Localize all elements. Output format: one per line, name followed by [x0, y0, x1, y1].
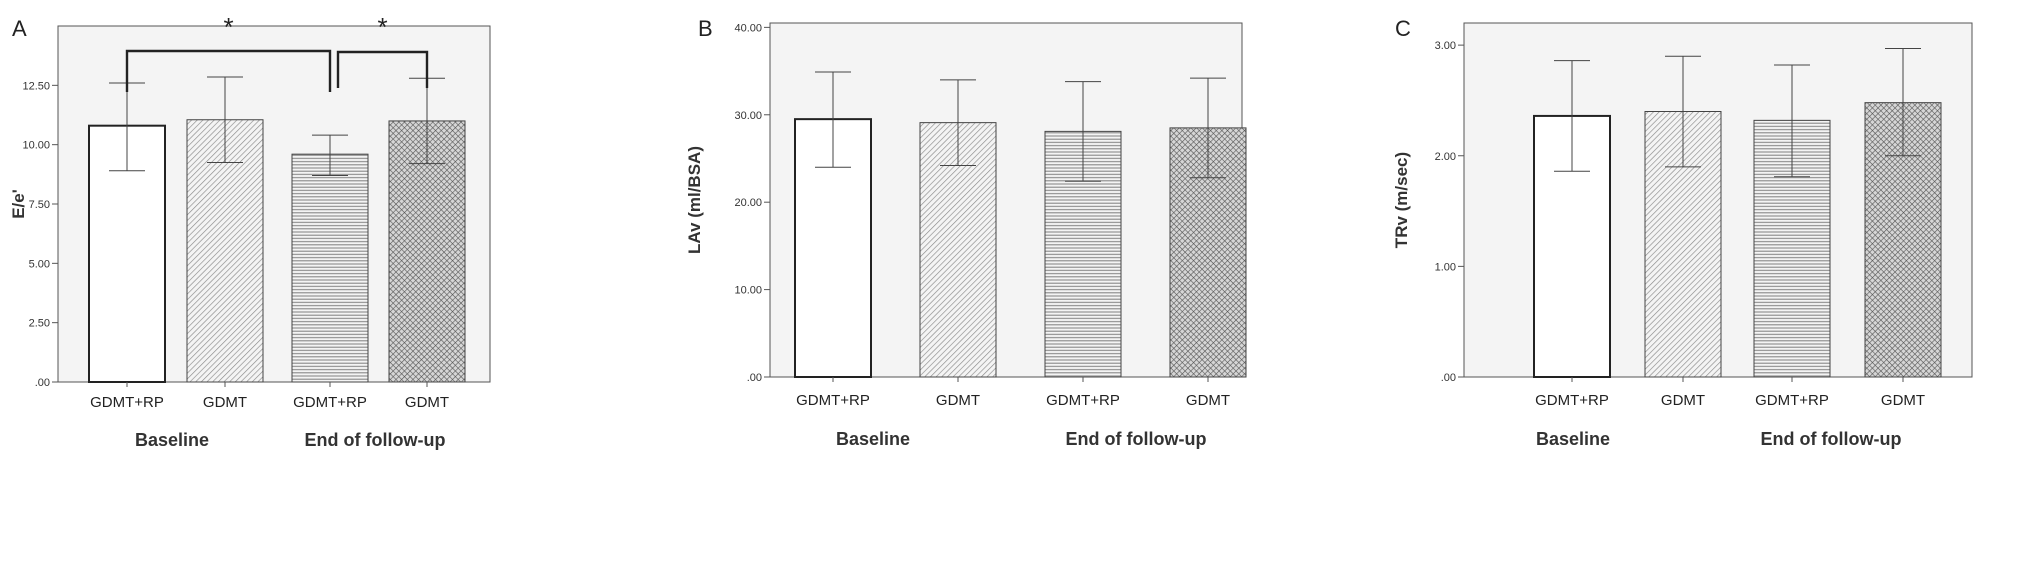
panel-label: C: [1395, 16, 1411, 41]
significance-bracket-1: [125, 49, 332, 92]
y-tick-label: 2.50: [29, 318, 50, 330]
error-bars: [109, 76, 445, 177]
y-tick-label: 20.00: [734, 197, 762, 209]
group-label-end-of-follow-up: End of follow-up: [305, 430, 446, 450]
y-tick-label: 7.50: [29, 199, 50, 211]
y-tick-label: 3.00: [1435, 40, 1456, 52]
y-tick-label: 30.00: [734, 110, 762, 122]
group-label-baseline: Baseline: [1536, 429, 1610, 449]
category-label: GDMT+RP: [293, 394, 367, 411]
bar-2: [186, 119, 264, 383]
y-tick-label: 1.00: [1435, 261, 1456, 273]
y-axis-label: E/e': [9, 189, 28, 219]
bar-3: [291, 153, 369, 383]
group-label-baseline: Baseline: [135, 430, 209, 450]
category-label: GDMT+RP: [796, 392, 870, 409]
x-axis-categories: GDMT+RP GDMT GDMT+RP GDMT: [90, 382, 449, 411]
y-tick-label: .00: [1441, 372, 1456, 384]
panel-label: A: [12, 16, 27, 41]
x-axis-categories: GDMT+RP GDMT GDMT+RP GDMT: [796, 377, 1230, 409]
category-label: GDMT: [1186, 392, 1230, 409]
error-bars: [1554, 47, 1921, 178]
group-label-baseline: Baseline: [836, 429, 910, 449]
y-tick-label: 5.00: [29, 258, 50, 270]
category-label: GDMT: [203, 394, 247, 411]
y-axis: .00 10.00 20.00 30.00 40.00: [734, 22, 770, 384]
significance-star: *: [223, 12, 233, 42]
significance-bracket-2: [336, 50, 429, 88]
category-label: GDMT+RP: [90, 394, 164, 411]
group-label-end-of-follow-up: End of follow-up: [1066, 429, 1207, 449]
y-axis-label: TRv (m/sec): [1392, 152, 1411, 248]
y-tick-label: 12.50: [22, 80, 50, 92]
y-tick-label: 10.00: [22, 140, 50, 152]
panel-label: B: [698, 16, 713, 41]
category-label: GDMT: [936, 392, 980, 409]
significance-star: *: [377, 12, 387, 42]
y-tick-label: 2.00: [1435, 151, 1456, 163]
category-label: GDMT+RP: [1535, 392, 1609, 409]
group-label-end-of-follow-up: End of follow-up: [1761, 429, 1902, 449]
y-tick-label: .00: [35, 377, 50, 389]
category-label: GDMT: [405, 394, 449, 411]
chart-panel-c: C TRv (m/sec) .001.002.003.00 GDMT+RP GDM…: [1392, 16, 1973, 449]
significance-brackets: * *: [125, 12, 429, 92]
chart-panel-b: B LAv (ml/BSA) .00 10.00 20.00 30.00 40.00 G…: [685, 16, 1247, 449]
category-label: GDMT+RP: [1755, 392, 1829, 409]
y-tick-label: .00: [747, 372, 762, 384]
category-label: GDMT: [1661, 392, 1705, 409]
category-label: GDMT: [1881, 392, 1925, 409]
y-tick-label: 40.00: [734, 22, 762, 34]
y-axis-label: LAv (ml/BSA): [685, 146, 704, 254]
category-label: GDMT+RP: [1046, 392, 1120, 409]
y-axis: .00 2.50 5.00 7.50 10.00 12.50: [22, 80, 58, 389]
x-axis-categories: GDMT+RP GDMT GDMT+RP GDMT: [1535, 377, 1925, 409]
y-tick-label: 10.00: [734, 285, 762, 297]
bar-4: [388, 120, 466, 383]
y-axis: .00 1.00 2.00 3.00: [1435, 40, 1464, 384]
error-bars: [815, 71, 1226, 182]
